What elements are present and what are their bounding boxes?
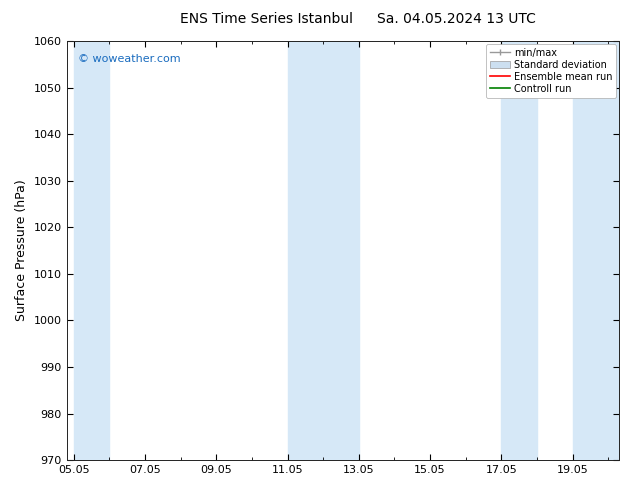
Bar (573, 41, 619, 460)
Text: ENS Time Series Istanbul: ENS Time Series Istanbul (180, 12, 353, 26)
Y-axis label: Surface Pressure (hPa): Surface Pressure (hPa) (15, 180, 28, 321)
Bar (288, 41, 359, 460)
Text: Sa. 04.05.2024 13 UTC: Sa. 04.05.2024 13 UTC (377, 12, 536, 26)
Legend: min/max, Standard deviation, Ensemble mean run, Controll run: min/max, Standard deviation, Ensemble me… (486, 44, 616, 98)
Bar (501, 41, 537, 460)
Text: © woweather.com: © woweather.com (77, 53, 180, 64)
Bar (74, 41, 109, 460)
